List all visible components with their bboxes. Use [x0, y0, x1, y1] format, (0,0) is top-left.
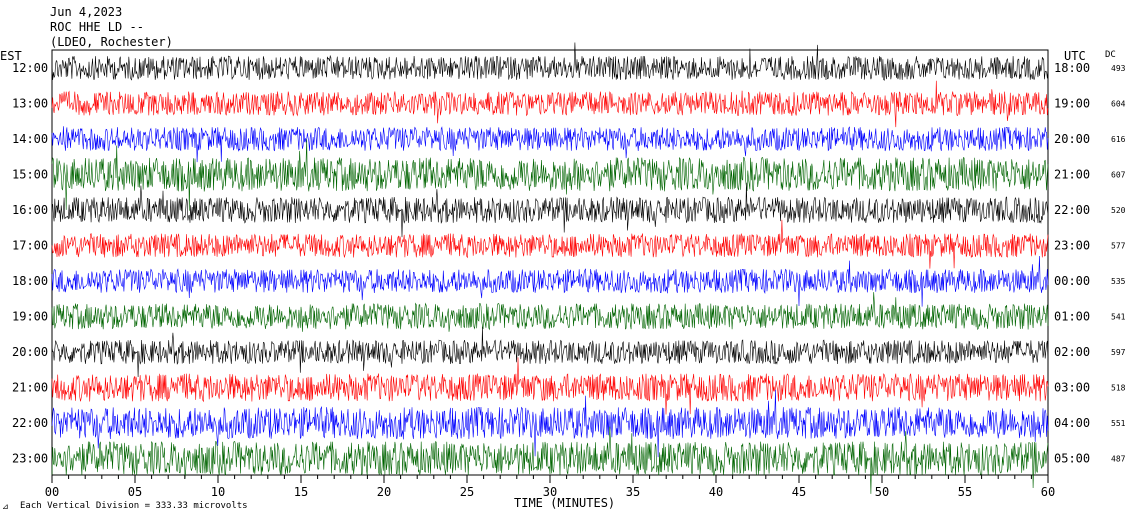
x-tick-label: 25	[460, 485, 474, 499]
dc-offset-value: 607	[1111, 171, 1126, 180]
time-axis-title: TIME (MINUTES)	[514, 496, 615, 510]
x-tick-label: 20	[377, 485, 391, 499]
x-tick-label: 60	[1041, 485, 1055, 499]
utc-hour-label: 01:00	[1054, 310, 1090, 324]
date-label: Jun 4,2023	[50, 5, 122, 19]
trace-line	[51, 219, 1049, 269]
est-hour-label: 15:00	[12, 168, 48, 182]
trace-line	[51, 42, 1049, 81]
est-hour-label: 21:00	[12, 381, 48, 395]
utc-hour-label: 04:00	[1054, 416, 1090, 430]
trace-line	[51, 80, 1049, 128]
dc-offset-value: 535	[1111, 277, 1126, 286]
row-label-group: 12:00 18:00 493 13:00 19:00 604 14:00 20:00 616 1…	[12, 61, 1126, 466]
utc-hour-label: 03:00	[1054, 381, 1090, 395]
utc-hour-label: 22:00	[1054, 203, 1090, 217]
utc-hour-label: 23:00	[1054, 239, 1090, 253]
utc-hour-label: 21:00	[1054, 168, 1090, 182]
dc-offset-value: 493	[1111, 64, 1126, 73]
x-tick-label: 35	[626, 485, 640, 499]
x-tick-label: 00	[45, 485, 59, 499]
dc-offset-value: 604	[1111, 100, 1126, 109]
trace-line	[51, 426, 1049, 494]
trace-line	[51, 389, 1049, 458]
est-hour-label: 16:00	[12, 203, 48, 217]
trace-line	[51, 139, 1049, 211]
x-tick-label: 10	[211, 485, 225, 499]
trace-line	[51, 326, 1049, 378]
utc-hour-label: 18:00	[1054, 61, 1090, 75]
dc-offset-value: 597	[1111, 348, 1126, 357]
est-hour-label: 23:00	[12, 452, 48, 466]
est-hour-label: 18:00	[12, 274, 48, 288]
est-hour-label: 14:00	[12, 132, 48, 146]
scale-note: Each Vertical Division = 333.33 microvol…	[20, 501, 248, 511]
trace-line	[51, 357, 1049, 415]
utc-hour-label: 00:00	[1054, 274, 1090, 288]
right-timezone-label: UTC	[1064, 49, 1086, 63]
network-label: (LDEO, Rochester)	[50, 35, 173, 49]
dc-offset-value: 551	[1111, 419, 1126, 428]
x-tick-label: 15	[294, 485, 308, 499]
est-hour-label: 20:00	[12, 345, 48, 359]
left-timezone-label: EST	[0, 49, 22, 63]
x-tick-label: 55	[958, 485, 972, 499]
x-tick-label: 30	[543, 485, 557, 499]
scale-icon: ⊿	[2, 502, 9, 511]
utc-hour-label: 19:00	[1054, 97, 1090, 111]
plot-frame	[51, 49, 1049, 476]
trace-group	[51, 42, 1049, 494]
trace-line	[51, 292, 1049, 332]
trace-line	[51, 255, 1049, 307]
trace-line	[51, 126, 1049, 163]
est-hour-label: 22:00	[12, 416, 48, 430]
time-axis: 00 05 10 15 20 25 30 35 40 45 50 55 60	[45, 475, 1055, 499]
est-hour-label: 12:00	[12, 61, 48, 75]
dc-header-label: DC	[1105, 50, 1116, 60]
x-tick-label: 45	[792, 485, 806, 499]
trace-line	[51, 182, 1049, 238]
utc-hour-label: 20:00	[1054, 132, 1090, 146]
dc-offset-value: 541	[1111, 313, 1126, 322]
utc-hour-label: 05:00	[1054, 452, 1090, 466]
x-tick-label: 40	[709, 485, 723, 499]
x-tick-label: 05	[128, 485, 142, 499]
dc-offset-value: 616	[1111, 135, 1126, 144]
dc-offset-value: 487	[1111, 455, 1126, 464]
x-tick-label: 50	[875, 485, 889, 499]
utc-hour-label: 02:00	[1054, 345, 1090, 359]
dc-offset-value: 518	[1111, 384, 1126, 393]
est-hour-label: 17:00	[12, 239, 48, 253]
est-hour-label: 19:00	[12, 310, 48, 324]
dc-offset-value: 577	[1111, 242, 1126, 251]
station-label: ROC HHE LD --	[50, 20, 144, 34]
dc-offset-value: 520	[1111, 206, 1126, 215]
est-hour-label: 13:00	[12, 97, 48, 111]
